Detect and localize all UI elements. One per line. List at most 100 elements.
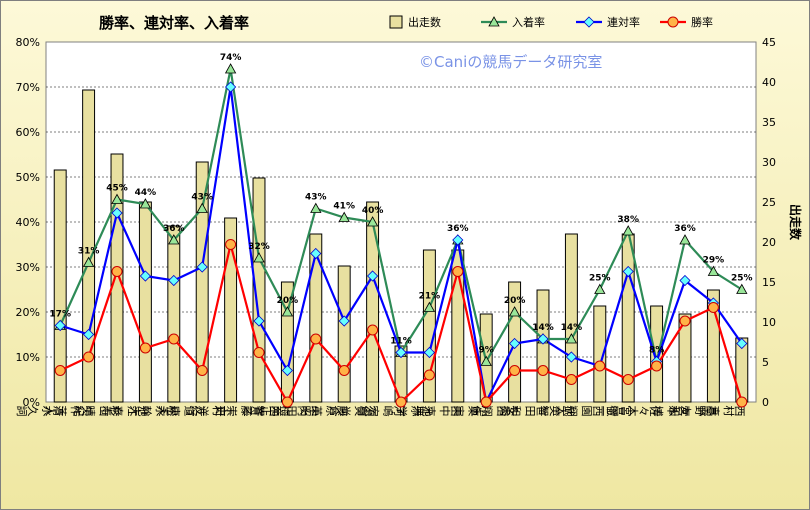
- point-marker: [736, 283, 748, 294]
- point-marker: [253, 347, 265, 358]
- bar: [706, 289, 720, 403]
- point-marker: [111, 266, 123, 277]
- bar: [650, 305, 664, 403]
- legend-marker: [667, 16, 679, 28]
- x-tick-label: 杉山 晴紀: [74, 404, 123, 417]
- point-marker: [310, 333, 322, 345]
- data-label: 21%: [419, 292, 441, 302]
- y-tick-right-label: 10: [762, 316, 776, 329]
- x-tick-label: 西村 真幸: [698, 404, 746, 417]
- point-marker: [423, 346, 435, 359]
- bar: [309, 233, 323, 403]
- y-tick-left-label: 0%: [23, 396, 40, 409]
- bar: [337, 265, 351, 403]
- data-label: 17%: [49, 310, 71, 320]
- y-tick-right-label: 0: [762, 396, 769, 409]
- bar: [564, 233, 578, 403]
- data-label: 45%: [106, 184, 128, 194]
- data-label: 38%: [617, 215, 639, 225]
- x-tick-label: 河嶋 宏樹: [357, 404, 405, 417]
- point-marker: [225, 81, 237, 93]
- point-marker: [54, 319, 66, 332]
- point-marker: [622, 374, 634, 385]
- data-label: 11%: [390, 337, 412, 347]
- point-marker: [395, 346, 407, 359]
- x-tick-label: 宮 徹: [607, 404, 634, 417]
- point-marker: [565, 374, 577, 385]
- x-tick-label: 梅田 智之: [244, 404, 293, 417]
- data-label: 40%: [362, 206, 384, 216]
- point-marker: [594, 360, 606, 372]
- point-marker: [111, 193, 123, 204]
- point-marker: [139, 342, 151, 354]
- point-marker: [168, 274, 180, 287]
- data-label: 25%: [731, 274, 753, 284]
- y-tick-left-label: 20%: [16, 306, 40, 319]
- bar: [195, 161, 209, 403]
- point-marker: [423, 301, 436, 312]
- point-marker: [537, 333, 549, 345]
- point-marker: [480, 355, 492, 366]
- data-label: 25%: [589, 274, 611, 284]
- x-tick-label: 武 英智: [538, 404, 575, 417]
- point-marker: [338, 365, 350, 376]
- bar: [53, 169, 67, 403]
- point-marker: [622, 225, 634, 236]
- x-tick-label: 上村 洋行: [186, 404, 234, 417]
- bar: [110, 153, 124, 403]
- data-label: 20%: [504, 296, 526, 306]
- data-label: 31%: [78, 247, 100, 257]
- data-label: 29%: [703, 256, 725, 266]
- x-tick-label: 笹田 和秀: [500, 404, 548, 417]
- watermark: ©Caniの競馬データ研究室: [419, 53, 602, 71]
- point-marker: [224, 63, 237, 74]
- point-marker: [196, 365, 208, 376]
- x-tick-label: 友道 康夫: [158, 404, 207, 417]
- x-tick-label: 小栗 実: [453, 404, 490, 417]
- y-tick-left-label: 80%: [16, 36, 40, 49]
- bar: [167, 225, 181, 403]
- x-tick-label: 須貝 尚介: [329, 404, 377, 417]
- bar: [224, 217, 238, 403]
- y-tick-left-label: 70%: [16, 81, 40, 94]
- point-marker: [310, 202, 322, 213]
- y-axis-right-title: 出走数: [788, 204, 803, 241]
- x-tick-label: 佐々木 晶三: [602, 404, 662, 417]
- point-marker: [54, 365, 66, 376]
- y-tick-right-label: 35: [762, 116, 776, 129]
- legend-label: 出走数: [408, 15, 441, 29]
- point-marker: [139, 198, 152, 209]
- y-tick-left-label: 30%: [16, 261, 40, 274]
- bar: [536, 289, 550, 403]
- y-tick-right-label: 45: [762, 36, 776, 49]
- point-marker: [651, 360, 663, 372]
- point-marker: [139, 270, 151, 282]
- point-marker: [253, 252, 265, 263]
- point-marker: [281, 364, 293, 377]
- point-marker: [83, 328, 95, 341]
- data-label: 36%: [447, 224, 469, 234]
- data-label: 41%: [333, 202, 355, 212]
- y-tick-left-label: 60%: [16, 126, 40, 139]
- bar: [366, 201, 380, 403]
- point-marker: [338, 211, 350, 222]
- data-label: 43%: [191, 193, 213, 203]
- point-marker: [679, 315, 691, 327]
- point-marker: [537, 365, 549, 376]
- point-marker: [253, 315, 265, 327]
- data-label: 36%: [163, 224, 185, 234]
- point-marker: [707, 265, 720, 276]
- point-marker: [281, 396, 293, 408]
- y-tick-right-label: 25: [762, 196, 776, 209]
- data-label: 14%: [532, 323, 554, 333]
- point-marker: [594, 283, 606, 294]
- x-tick-label: 安田 翔伍: [470, 404, 519, 417]
- bar: [678, 313, 692, 403]
- point-marker: [310, 247, 322, 260]
- x-tick-label: 藤原 英昭: [300, 404, 348, 417]
- bar: [82, 89, 96, 403]
- point-marker: [452, 234, 464, 246]
- point-marker: [196, 261, 208, 273]
- y-tick-right-label: 40: [762, 76, 776, 89]
